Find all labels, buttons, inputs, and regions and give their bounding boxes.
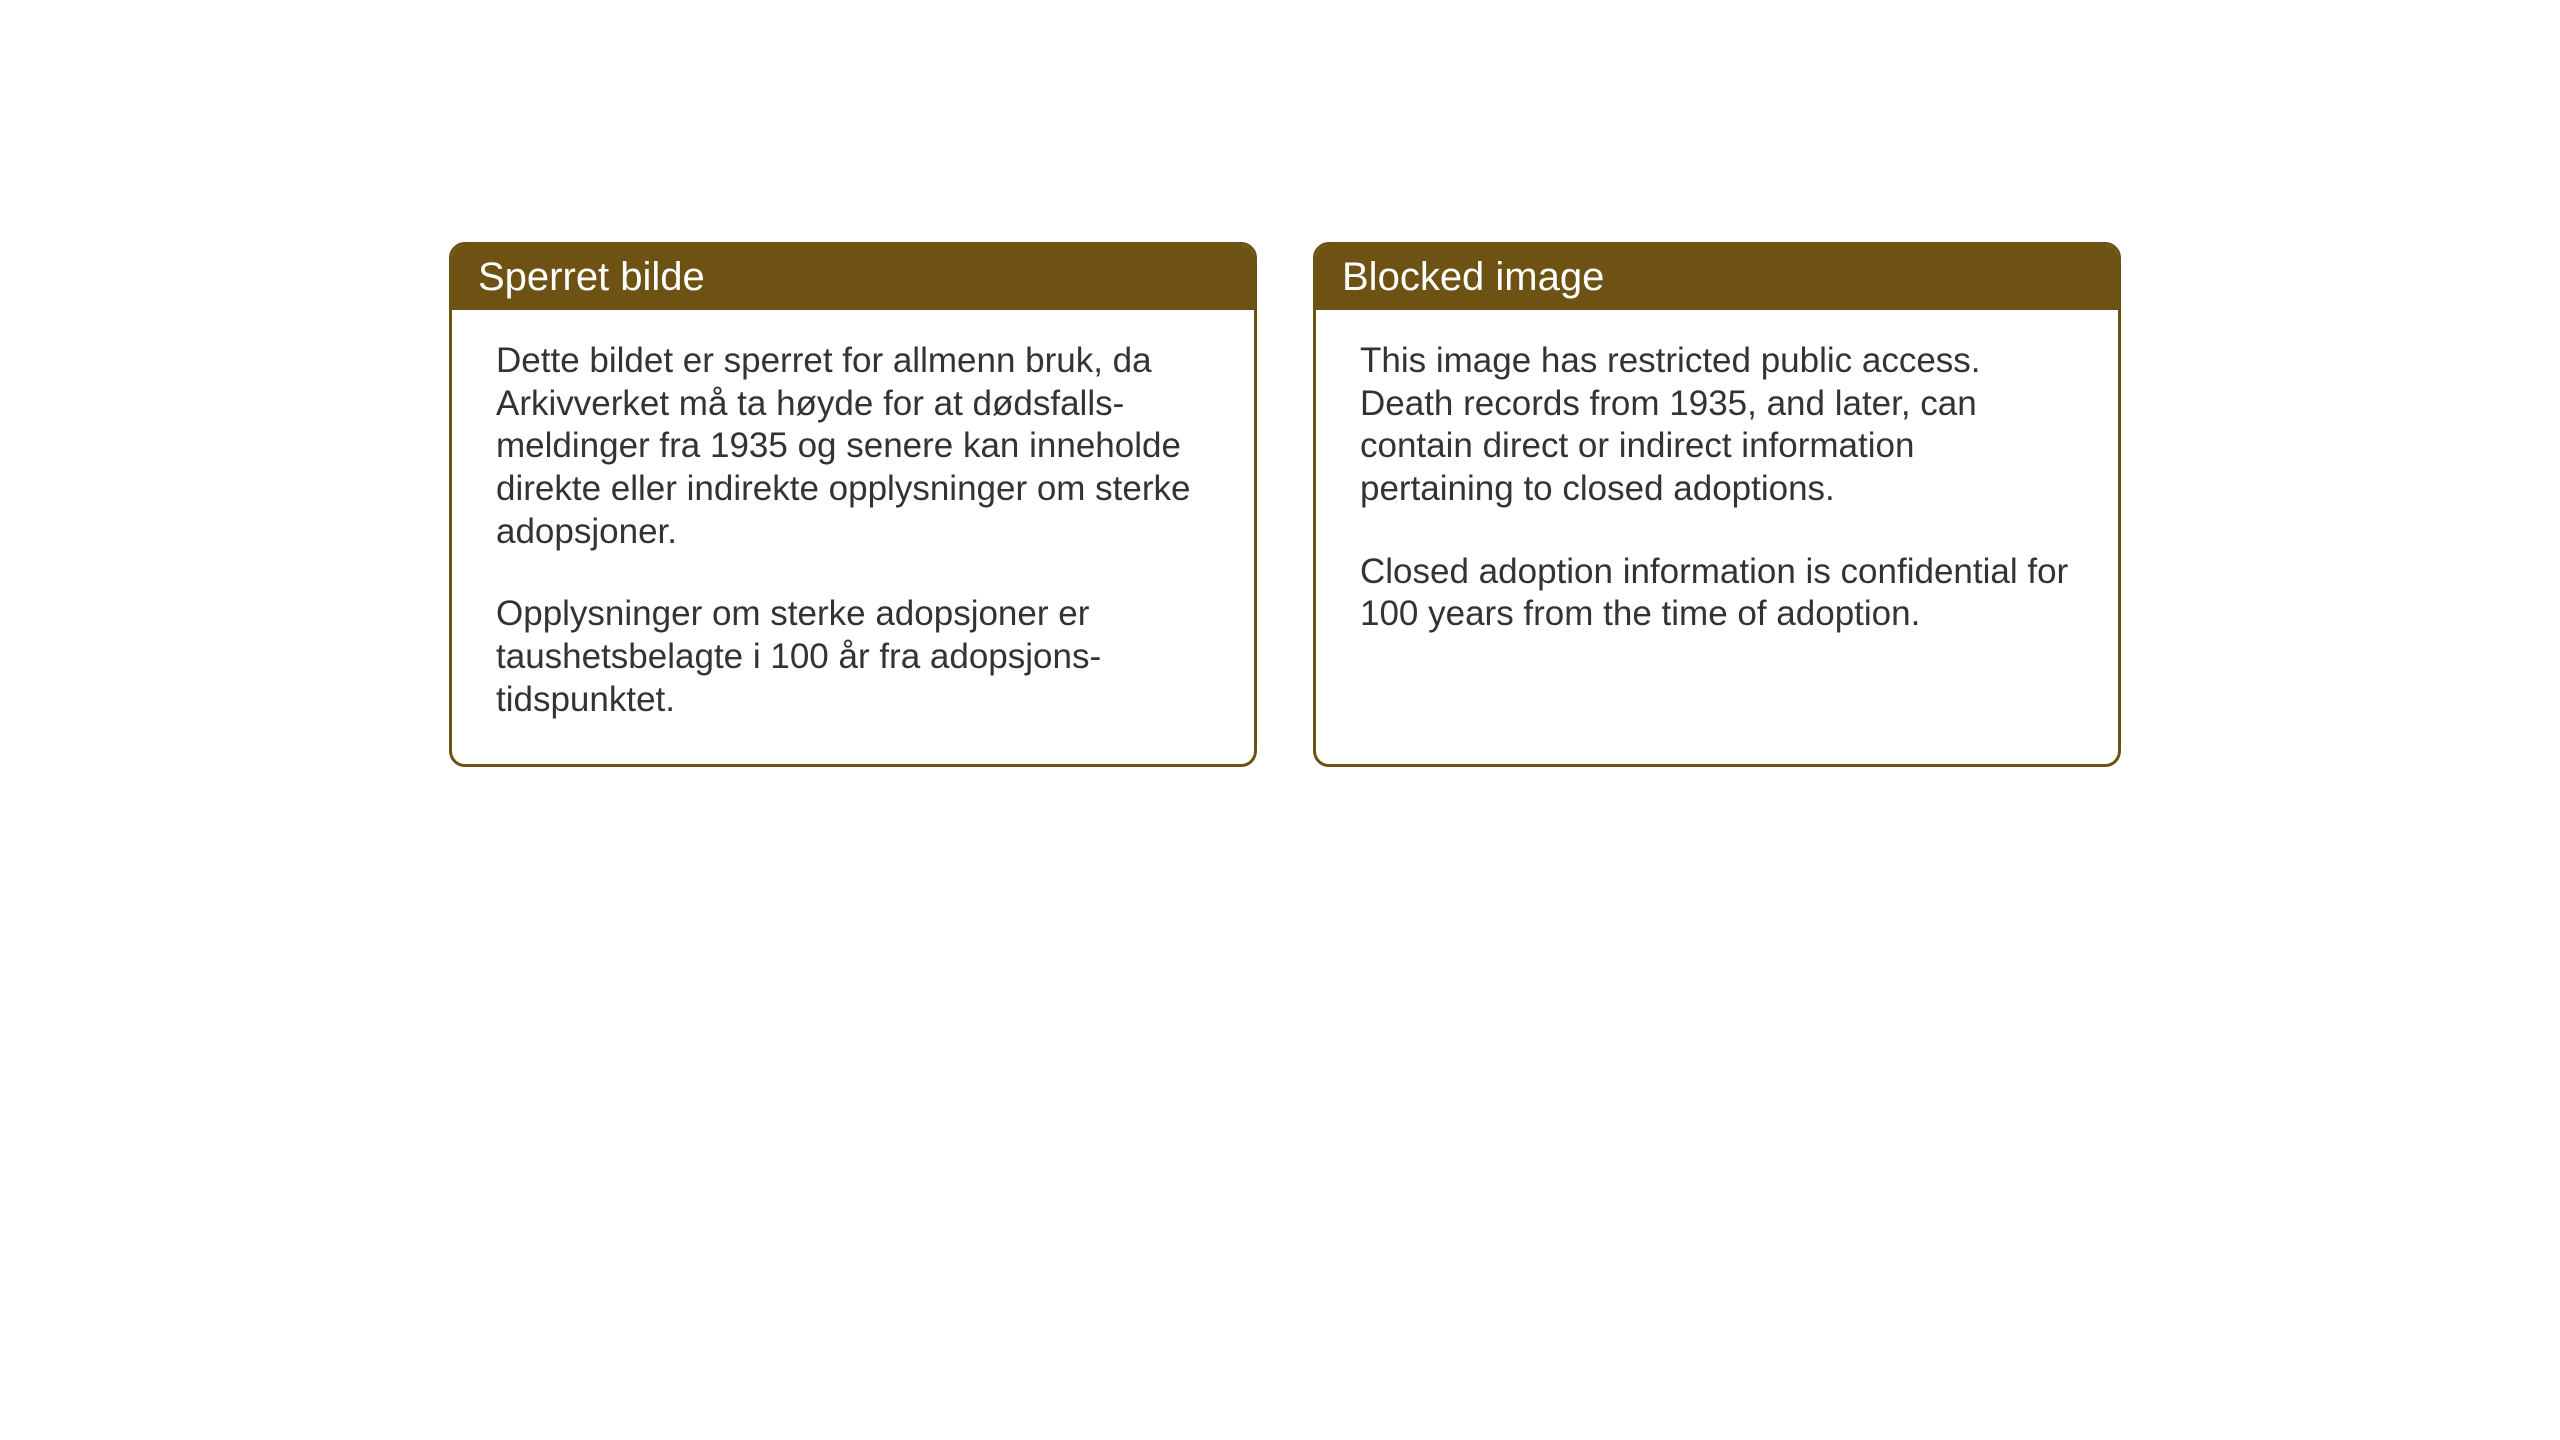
norwegian-card-body: Dette bildet er sperret for allmenn bruk…: [452, 310, 1254, 764]
notice-cards-container: Sperret bilde Dette bildet er sperret fo…: [449, 242, 2121, 767]
english-notice-card: Blocked image This image has restricted …: [1313, 242, 2121, 767]
english-card-body: This image has restricted public access.…: [1316, 310, 2118, 678]
english-card-title: Blocked image: [1316, 245, 2118, 310]
norwegian-paragraph-2: Opplysninger om sterke adopsjoner er tau…: [496, 593, 1210, 721]
english-paragraph-1: This image has restricted public access.…: [1360, 340, 2074, 511]
norwegian-paragraph-1: Dette bildet er sperret for allmenn bruk…: [496, 340, 1210, 553]
norwegian-notice-card: Sperret bilde Dette bildet er sperret fo…: [449, 242, 1257, 767]
english-paragraph-2: Closed adoption information is confident…: [1360, 551, 2074, 636]
norwegian-card-title: Sperret bilde: [452, 245, 1254, 310]
